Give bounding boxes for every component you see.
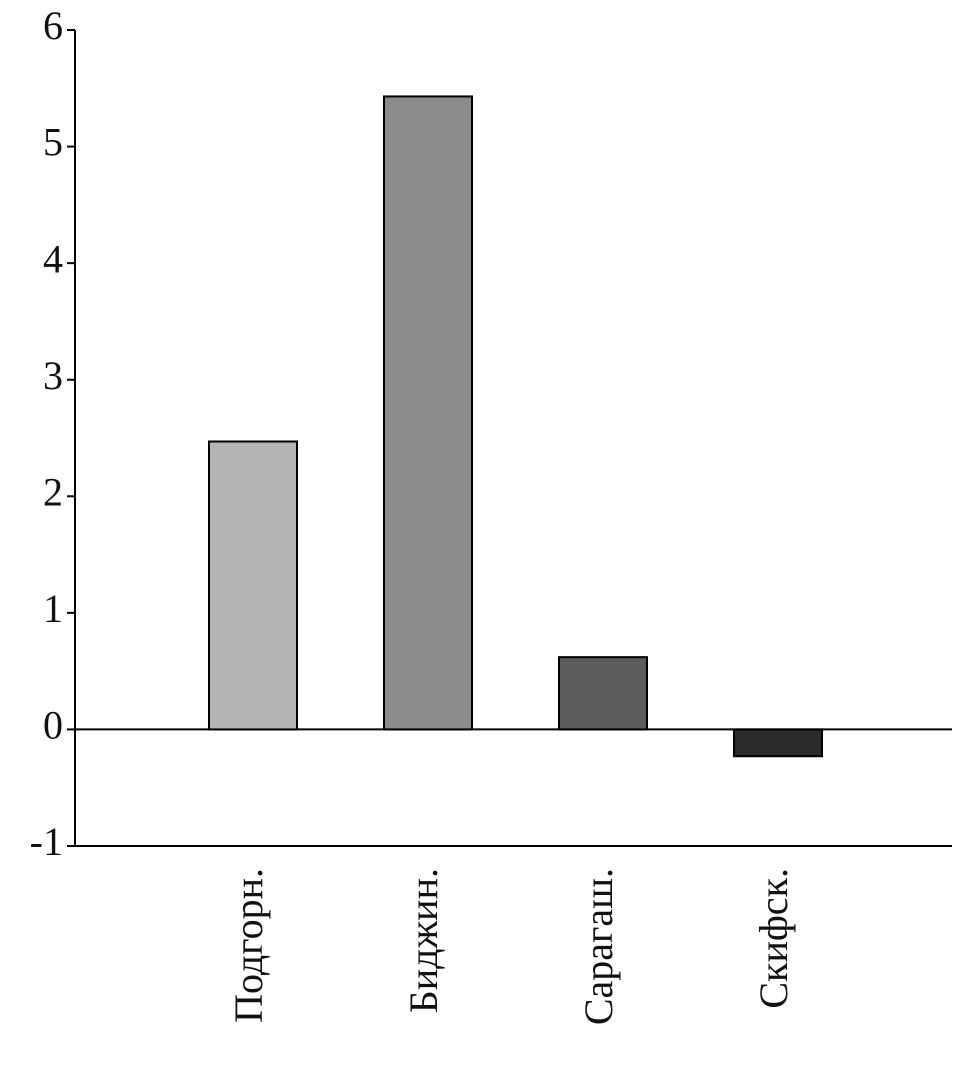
bar <box>383 95 473 731</box>
y-tick-label: 1 <box>43 586 63 631</box>
x-tick-label: Скифск. <box>751 868 796 1009</box>
y-tick-label: -1 <box>30 819 63 864</box>
x-tick-label: Биджин. <box>401 868 446 1013</box>
y-tick-label: 0 <box>43 703 63 748</box>
y-tick-label: 5 <box>43 120 63 165</box>
y-tick-label: 2 <box>43 469 63 514</box>
x-tick-label: Подгорн. <box>226 868 271 1023</box>
bar <box>733 728 823 758</box>
bar <box>208 440 298 731</box>
bar <box>558 656 648 731</box>
y-tick-label: 3 <box>43 353 63 398</box>
x-tick-label: Сарагаш. <box>576 868 621 1025</box>
y-tick-label: 6 <box>43 3 63 48</box>
y-tick-label: 4 <box>43 236 63 281</box>
